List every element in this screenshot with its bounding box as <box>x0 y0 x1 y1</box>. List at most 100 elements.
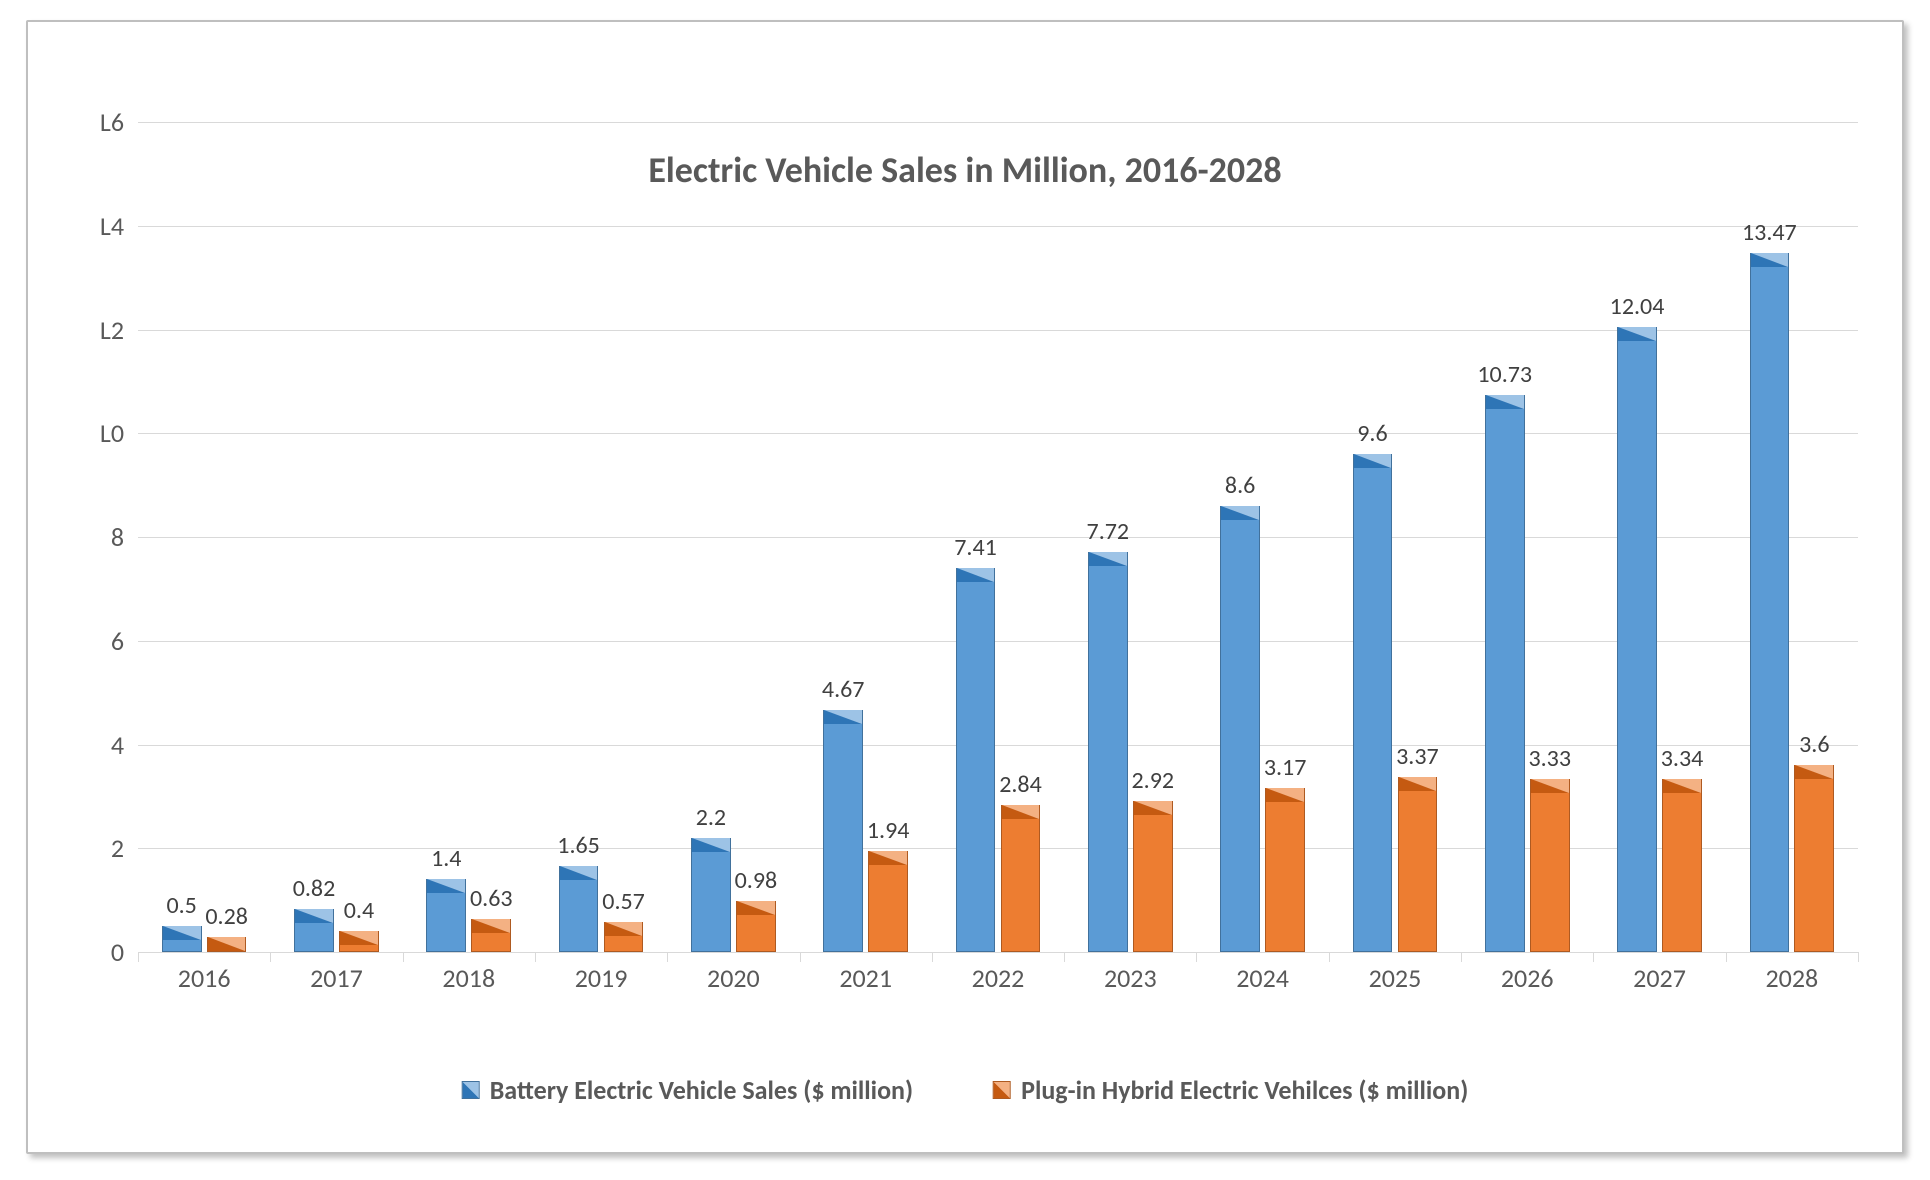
bar-series-2 <box>1530 779 1570 952</box>
x-axis-tick-mark <box>1329 952 1330 962</box>
y-axis-tick-label: L6 <box>100 106 138 138</box>
data-label: 2.2 <box>696 803 726 832</box>
bar-bevel <box>339 931 379 945</box>
data-label: 1.94 <box>867 816 910 845</box>
bar-bevel <box>1794 765 1834 779</box>
bar-series-2 <box>1398 777 1438 952</box>
bar-bevel <box>1485 395 1525 409</box>
bar-bevel <box>823 710 863 724</box>
bar-bevel <box>1750 253 1790 267</box>
data-label: 0.98 <box>735 866 778 895</box>
x-axis-tick-label: 2016 <box>178 952 231 994</box>
data-label: 4.67 <box>822 675 865 704</box>
bar-series-1 <box>1750 253 1790 952</box>
bar-bevel <box>294 909 334 923</box>
x-axis-tick-label: 2023 <box>1104 952 1157 994</box>
bar-bevel <box>691 838 731 852</box>
gridline <box>138 226 1858 227</box>
x-axis-tick-mark <box>1593 952 1594 962</box>
data-label: 12.04 <box>1610 292 1665 321</box>
bar-series-2 <box>868 851 908 952</box>
x-axis-tick-label: 2027 <box>1633 952 1686 994</box>
gridline <box>138 433 1858 434</box>
gridline <box>138 641 1858 642</box>
bar-bevel <box>1133 801 1173 815</box>
data-label: 0.63 <box>470 884 513 913</box>
plot-area: 02468L0L2L4L620160.50.2820170.820.420181… <box>138 122 1858 952</box>
bar-bevel <box>426 879 466 893</box>
bar-bevel <box>1001 805 1041 819</box>
data-label: 3.33 <box>1528 744 1571 773</box>
bar-bevel <box>1220 506 1260 520</box>
x-axis-tick-mark <box>1196 952 1197 962</box>
data-label: 0.28 <box>205 902 248 931</box>
bar-bevel <box>471 919 511 933</box>
data-label: 9.6 <box>1357 419 1387 448</box>
bar-series-1 <box>1088 552 1128 952</box>
x-axis-tick-label: 2020 <box>707 952 760 994</box>
data-label: 0.4 <box>344 896 374 925</box>
x-axis-tick-label: 2017 <box>310 952 363 994</box>
legend-label: Battery Electric Vehicle Sales ($ millio… <box>490 1074 913 1106</box>
bar-bevel <box>559 866 599 880</box>
bar-bevel <box>604 922 644 936</box>
bar-bevel <box>868 851 908 865</box>
x-axis-tick-label: 2026 <box>1501 952 1554 994</box>
bar-series-1 <box>823 710 863 952</box>
bar-bevel <box>1353 454 1393 468</box>
bar-series-2 <box>1265 788 1305 952</box>
chart-panel: Electric Vehicle Sales in Million, 2016-… <box>26 20 1904 1154</box>
data-label: 2.84 <box>999 770 1042 799</box>
bar-bevel <box>1265 788 1305 802</box>
x-axis-tick-mark <box>932 952 933 962</box>
legend-swatch <box>462 1081 480 1099</box>
bar-bevel <box>1662 779 1702 793</box>
data-label: 2.92 <box>1132 766 1175 795</box>
x-axis-tick-mark <box>403 952 404 962</box>
data-label: 0.57 <box>602 887 645 916</box>
x-axis-tick-mark <box>800 952 801 962</box>
y-axis-tick-label: L2 <box>100 314 138 346</box>
gridline <box>138 537 1858 538</box>
data-label: 1.4 <box>431 844 461 873</box>
bar-bevel <box>162 926 202 940</box>
x-axis-tick-label: 2019 <box>575 952 628 994</box>
y-axis-tick-label: 2 <box>111 832 138 864</box>
bar-series-2 <box>1662 779 1702 952</box>
data-label: 10.73 <box>1477 360 1532 389</box>
bar-series-2 <box>1133 801 1173 952</box>
data-label: 1.65 <box>557 831 600 860</box>
bar-series-1 <box>1220 506 1260 952</box>
data-label: 7.41 <box>954 533 997 562</box>
data-label: 7.72 <box>1087 517 1130 546</box>
bar-bevel <box>1617 327 1657 341</box>
legend-item: Battery Electric Vehicle Sales ($ millio… <box>462 1074 913 1106</box>
y-axis-tick-label: L0 <box>100 417 138 449</box>
bar-series-2 <box>1794 765 1834 952</box>
data-label: 3.6 <box>1799 730 1829 759</box>
x-axis-tick-mark <box>1064 952 1065 962</box>
x-axis-tick-mark <box>270 952 271 962</box>
bar-series-1 <box>1617 327 1657 952</box>
x-axis-tick-label: 2024 <box>1236 952 1289 994</box>
chart-legend: Battery Electric Vehicle Sales ($ millio… <box>462 1074 1469 1106</box>
x-axis-tick-mark <box>138 952 139 962</box>
x-axis-tick-mark <box>535 952 536 962</box>
data-label: 3.17 <box>1264 753 1307 782</box>
data-label: 8.6 <box>1225 471 1255 500</box>
bar-bevel <box>1530 779 1570 793</box>
y-axis-tick-label: 4 <box>111 729 138 761</box>
bar-series-2 <box>1001 805 1041 952</box>
x-axis-tick-label: 2021 <box>839 952 892 994</box>
data-label: 3.37 <box>1396 742 1439 771</box>
x-axis-tick-label: 2028 <box>1765 952 1818 994</box>
bar-bevel <box>736 901 776 915</box>
legend-item: Plug-in Hybrid Electric Vehilces ($ mill… <box>993 1074 1468 1106</box>
legend-label: Plug-in Hybrid Electric Vehilces ($ mill… <box>1021 1074 1468 1106</box>
x-axis-tick-mark <box>1858 952 1859 962</box>
gridline <box>138 848 1858 849</box>
chart-outer-frame: Electric Vehicle Sales in Million, 2016-… <box>0 0 1930 1180</box>
data-label: 3.34 <box>1661 744 1704 773</box>
bar-series-1 <box>1353 454 1393 952</box>
bar-bevel <box>207 937 247 951</box>
